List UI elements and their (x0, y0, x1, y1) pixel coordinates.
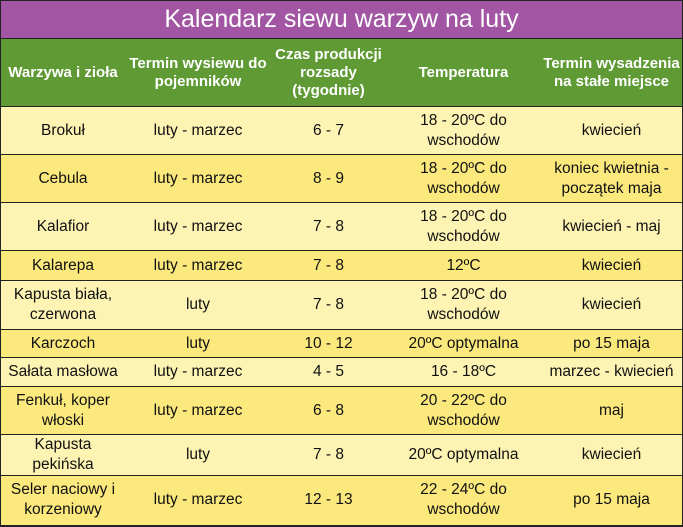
header-row: Warzywa i zioła Termin wysiewu do pojemni… (1, 39, 682, 107)
cell-vegetable: Kapusta biała, czerwona (1, 280, 125, 330)
cell-planting-term: po 15 maja (541, 475, 682, 525)
table-row: Kalarepa luty - marzec 7 - 8 12ºC kwiecień (1, 250, 682, 281)
cell-sowing-term: luty - marzec (125, 250, 271, 281)
cell-temperature: 18 - 20ºC do wschodów (386, 202, 541, 251)
cell-temperature: 18 - 20ºC do wschodów (386, 154, 541, 203)
cell-production-time: 7 - 8 (271, 280, 386, 330)
table-row: Seler naciowy i korzeniowy luty - marzec 1… (1, 475, 682, 525)
cell-vegetable: Kalarepa (1, 250, 125, 281)
cell-production-time: 6 - 7 (271, 106, 386, 155)
table-row: Brokuł luty - marzec 6 - 7 18 - 20ºC do wsc… (1, 106, 682, 155)
column-header: Warzywa i zioła (1, 39, 125, 107)
cell-vegetable: Brokuł (1, 106, 125, 155)
cell-production-time: 10 - 12 (271, 329, 386, 358)
cell-sowing-term: luty - marzec (125, 202, 271, 251)
column-header: Czas produkcji rozsady (tygodnie) (271, 39, 386, 107)
table-row: Kapusta pekińska luty 7 - 8 20ºC optymalna k… (1, 434, 682, 476)
cell-sowing-term: luty - marzec (125, 154, 271, 203)
cell-production-time: 6 - 8 (271, 386, 386, 435)
cell-production-time: 4 - 5 (271, 357, 386, 387)
cell-planting-term: marzec - kwiecień (541, 357, 682, 387)
column-header: Temperatura (386, 39, 541, 107)
cell-production-time: 7 - 8 (271, 250, 386, 281)
table-row: Sałata masłowa luty - marzec 4 - 5 16 - 18º… (1, 357, 682, 387)
cell-vegetable: Cebula (1, 154, 125, 203)
cell-temperature: 22 - 24ºC do wschodów (386, 475, 541, 525)
cell-vegetable: Seler naciowy i korzeniowy (1, 475, 125, 525)
cell-vegetable: Karczoch (1, 329, 125, 358)
cell-planting-term: maj (541, 386, 682, 435)
cell-sowing-term: luty (125, 329, 271, 358)
cell-production-time: 7 - 8 (271, 434, 386, 476)
cell-temperature: 20ºC optymalna (386, 329, 541, 358)
cell-planting-term: kwiecień (541, 280, 682, 330)
cell-sowing-term: luty (125, 434, 271, 476)
cell-sowing-term: luty - marzec (125, 475, 271, 525)
cell-sowing-term: luty - marzec (125, 357, 271, 387)
cell-vegetable: Sałata masłowa (1, 357, 125, 387)
cell-vegetable: Kapusta pekińska (1, 434, 125, 476)
table-row: Fenkuł, koper włoski luty - marzec 6 - 8 20… (1, 386, 682, 435)
table-row: Cebula luty - marzec 8 - 9 18 - 20ºC do wsc… (1, 154, 682, 203)
cell-temperature: 16 - 18ºC (386, 357, 541, 387)
table-row: Kapusta biała, czerwona luty 7 - 8 18 - 20º… (1, 280, 682, 330)
cell-sowing-term: luty (125, 280, 271, 330)
column-header: Termin wysadzenia na stałe miejsce (541, 39, 682, 107)
cell-planting-term: kwiecień (541, 434, 682, 476)
cell-vegetable: Fenkuł, koper włoski (1, 386, 125, 435)
cell-temperature: 20ºC optymalna (386, 434, 541, 476)
cell-temperature: 12ºC (386, 250, 541, 281)
cell-temperature: 18 - 20ºC do wschodów (386, 280, 541, 330)
cell-planting-term: kwiecień - maj (541, 202, 682, 251)
cell-vegetable: Kalafior (1, 202, 125, 251)
cell-planting-term: po 15 maja (541, 329, 682, 358)
cell-production-time: 7 - 8 (271, 202, 386, 251)
cell-planting-term: koniec kwietnia - początek maja (541, 154, 682, 203)
cell-planting-term: kwiecień (541, 250, 682, 281)
table-row: Kalafior luty - marzec 7 - 8 18 - 20ºC do w… (1, 202, 682, 251)
cell-temperature: 18 - 20ºC do wschodów (386, 106, 541, 155)
cell-planting-term: kwiecień (541, 106, 682, 155)
calendar-table: Warzywa i zioła Termin wysiewu do pojemni… (1, 39, 682, 525)
cell-production-time: 8 - 9 (271, 154, 386, 203)
table-row: Karczoch luty 10 - 12 20ºC optymalna po 15 m… (1, 329, 682, 358)
cell-sowing-term: luty - marzec (125, 106, 271, 155)
column-header: Termin wysiewu do pojemników (125, 39, 271, 107)
table-title: Kalendarz siewu warzyw na luty (1, 1, 682, 39)
cell-production-time: 12 - 13 (271, 475, 386, 525)
cell-sowing-term: luty - marzec (125, 386, 271, 435)
cell-temperature: 20 - 22ºC do wschodów (386, 386, 541, 435)
